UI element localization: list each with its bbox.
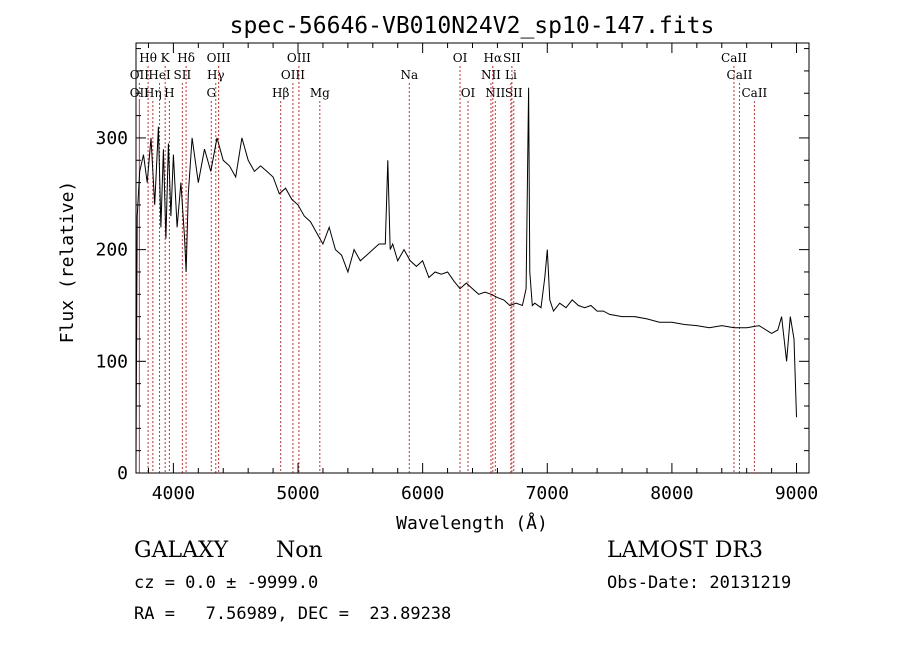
chart-title: spec-56646-VB010N24V2_sp10-147.fits <box>230 13 715 39</box>
spectral-line-label: Hθ <box>139 51 157 65</box>
spectral-line-label: SII <box>174 68 192 82</box>
spectral-line-label: OI <box>461 86 476 100</box>
line-annotations: OIIOIIHθHηHeIKHSIIHδGHγOIIIHβOIIIOIIIMgN… <box>130 51 768 473</box>
redshift-line: cz = 0.0 ± -9999.0 <box>134 573 319 593</box>
spectral-line-label: Hδ <box>177 51 195 65</box>
spectral-line-label: Mg <box>310 86 330 100</box>
obs-date: Obs-Date: 20131219 <box>607 573 792 593</box>
spectral-line-label: OII <box>130 68 150 82</box>
spectral-line-label: CaII <box>741 86 767 100</box>
spectral-line-label: Hη <box>144 86 162 100</box>
spectral-line-label: G <box>206 86 216 100</box>
spectral-line-label: NII <box>481 68 501 82</box>
x-tick-label: 6000 <box>401 483 444 504</box>
spectral-line-label: Na <box>400 68 418 82</box>
spectral-line-label: OIII <box>281 68 305 82</box>
survey-name: LAMOST DR3 <box>607 538 763 563</box>
y-axis: 0 100 200 300 <box>95 48 809 484</box>
spectrum-line <box>135 87 797 462</box>
coordinates: RA = 7.56989, DEC = 23.89238 <box>134 604 452 624</box>
x-axis-label: Wavelength (Å) <box>396 512 548 534</box>
spectral-line-label: NII <box>485 86 505 100</box>
spectral-line-label: HeI <box>148 68 171 82</box>
spectral-line-label: SII <box>503 51 521 65</box>
spectral-line-label: OI <box>453 51 468 65</box>
spectral-line-label: Hβ <box>272 86 289 100</box>
spectral-line-label: SII <box>505 86 523 100</box>
spectral-line-label: H <box>164 86 174 100</box>
x-axis: 4000 5000 6000 7000 8000 9000 <box>147 43 818 504</box>
y-tick-label: 0 <box>117 463 128 484</box>
y-tick-label: 300 <box>95 128 128 149</box>
spectral-line-label: Hα <box>484 51 503 65</box>
spectral-line-label: OIII <box>207 51 231 65</box>
spectral-line-label: Li <box>505 68 517 82</box>
object-class: GALAXY <box>134 538 229 563</box>
y-tick-label: 200 <box>95 240 128 261</box>
x-tick-label: 7000 <box>526 483 569 504</box>
x-tick-label: 5000 <box>276 483 319 504</box>
spectral-line-label: Hγ <box>207 68 225 82</box>
spectral-line-label: CaII <box>721 51 747 65</box>
spectral-line-label: K <box>161 51 171 65</box>
x-tick-label: 9000 <box>775 483 818 504</box>
spectral-line-label: OIII <box>287 51 311 65</box>
y-tick-label: 100 <box>95 351 128 372</box>
x-tick-label: 8000 <box>650 483 693 504</box>
plot-frame <box>135 42 810 474</box>
y-axis-label: Flux (relative) <box>57 181 78 344</box>
x-tick-label: 4000 <box>152 483 195 504</box>
spectral-line-label: CaII <box>727 68 753 82</box>
object-subclass: Non <box>276 538 323 563</box>
